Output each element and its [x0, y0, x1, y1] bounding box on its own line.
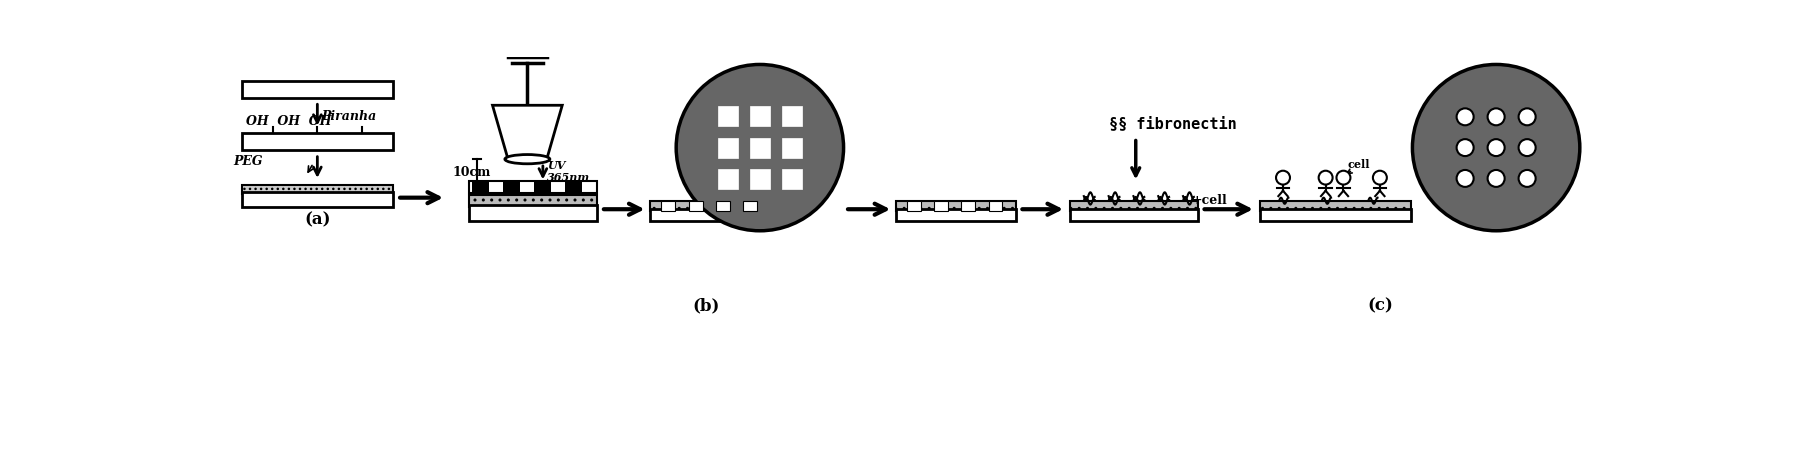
Text: (b): (b): [692, 298, 719, 315]
Text: +cell: +cell: [1192, 194, 1226, 207]
Bar: [782, 138, 801, 158]
Bar: [472, 182, 490, 193]
Bar: [895, 209, 1016, 221]
Circle shape: [1518, 139, 1536, 156]
Circle shape: [1277, 171, 1290, 184]
Bar: [241, 184, 393, 194]
Bar: [749, 169, 771, 189]
Text: cell: cell: [1347, 159, 1371, 170]
Bar: [1070, 209, 1198, 221]
Circle shape: [1518, 170, 1536, 187]
Circle shape: [1372, 171, 1387, 184]
Bar: [1259, 209, 1410, 221]
Bar: [1259, 201, 1410, 211]
Circle shape: [1318, 171, 1333, 184]
Bar: [715, 201, 729, 211]
Bar: [908, 201, 920, 211]
Bar: [935, 201, 947, 211]
Bar: [661, 201, 675, 211]
Bar: [962, 201, 976, 211]
Circle shape: [1518, 108, 1536, 125]
Bar: [241, 80, 393, 97]
Circle shape: [1457, 170, 1473, 187]
Bar: [719, 169, 738, 189]
Bar: [688, 201, 702, 211]
Bar: [742, 201, 756, 211]
Polygon shape: [492, 105, 562, 159]
Bar: [650, 209, 771, 221]
Circle shape: [1457, 108, 1473, 125]
Bar: [502, 182, 520, 193]
Text: Piranha: Piranha: [321, 110, 376, 123]
Circle shape: [1488, 139, 1504, 156]
Text: OH  OH  OH: OH OH OH: [247, 114, 331, 128]
Circle shape: [1488, 170, 1504, 187]
Text: (c): (c): [1367, 298, 1392, 315]
Circle shape: [1412, 64, 1579, 231]
Bar: [470, 194, 598, 207]
Bar: [535, 182, 551, 193]
Circle shape: [1457, 139, 1473, 156]
Bar: [782, 106, 801, 126]
Bar: [782, 169, 801, 189]
Ellipse shape: [504, 155, 549, 164]
Bar: [719, 106, 738, 126]
Bar: [650, 201, 771, 211]
Bar: [241, 133, 393, 150]
Bar: [719, 138, 738, 158]
Bar: [749, 138, 771, 158]
Bar: [241, 192, 393, 207]
Text: PEG: PEG: [232, 155, 263, 167]
Bar: [470, 205, 598, 221]
Bar: [566, 182, 582, 193]
Text: UV
365nm: UV 365nm: [548, 159, 591, 184]
Circle shape: [1488, 108, 1504, 125]
Bar: [989, 201, 1003, 211]
Text: §§ fibronectin: §§ fibronectin: [1109, 116, 1235, 131]
Text: 10cm: 10cm: [452, 166, 490, 179]
Bar: [470, 181, 598, 193]
Circle shape: [1336, 171, 1351, 184]
Text: (a): (a): [304, 211, 331, 228]
Bar: [895, 201, 1016, 211]
Bar: [1070, 201, 1198, 211]
Bar: [749, 106, 771, 126]
Circle shape: [675, 64, 843, 231]
